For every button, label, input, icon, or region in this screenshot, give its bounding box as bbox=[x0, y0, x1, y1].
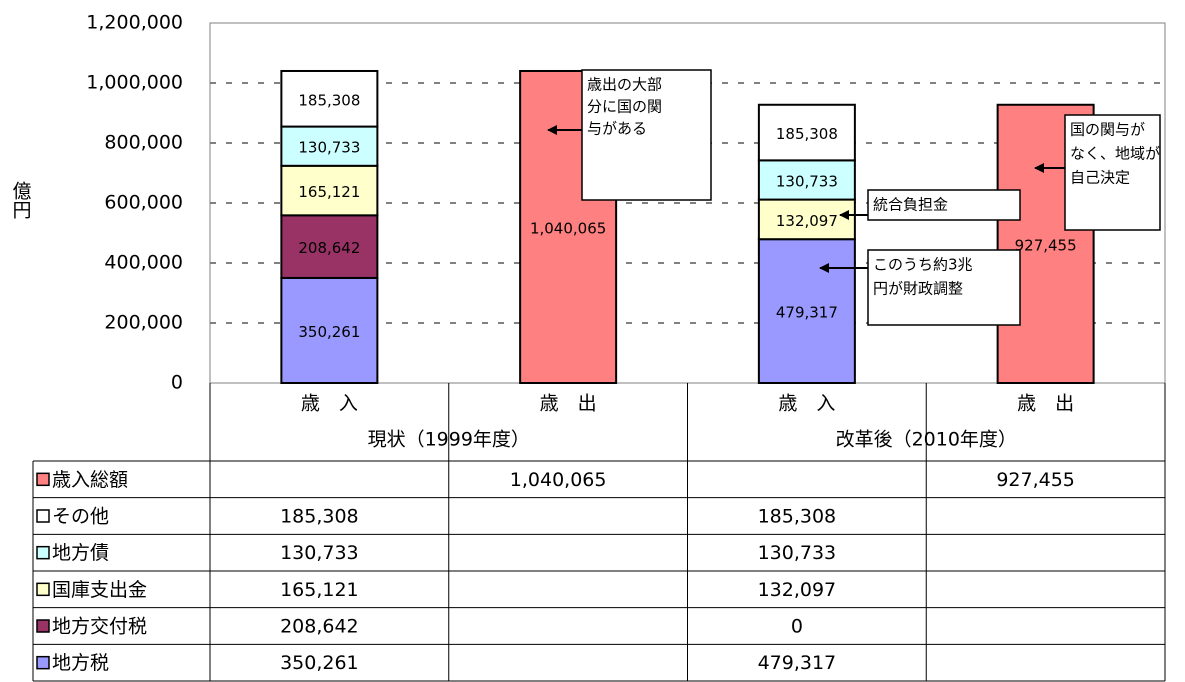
x-tick-label: 歳 出 bbox=[540, 393, 597, 415]
annotation-box bbox=[581, 69, 712, 201]
y-axis-label: 億円 bbox=[10, 181, 32, 219]
annotation-text: 自己決定 bbox=[1070, 169, 1130, 187]
legend-swatch bbox=[36, 545, 50, 560]
bar-segment bbox=[757, 103, 856, 162]
data-label: 208,642 bbox=[298, 239, 360, 257]
data-label: 479,317 bbox=[776, 304, 838, 322]
data-label: 927,455 bbox=[1015, 236, 1077, 254]
legend-swatch bbox=[36, 655, 50, 670]
y-tick-label: 600,000 bbox=[104, 192, 183, 214]
data-label: 350,261 bbox=[298, 323, 360, 341]
annotation-text: なく、地域が bbox=[1070, 145, 1160, 163]
x-tick-label: 歳 出 bbox=[1017, 393, 1074, 415]
table-cell: 130,733 bbox=[758, 542, 837, 564]
table-cell: 185,308 bbox=[758, 506, 837, 528]
annotation-text: 分に国の関 bbox=[587, 98, 662, 116]
annotation-box bbox=[867, 189, 1021, 221]
table-cell: 165,121 bbox=[280, 579, 359, 601]
annotation-box bbox=[867, 249, 1021, 326]
table-cell: 132,097 bbox=[758, 579, 837, 601]
bar-segment bbox=[280, 69, 379, 128]
annotation-text: 歳出の大部 bbox=[587, 76, 662, 94]
data-label: 130,733 bbox=[298, 139, 360, 157]
annotation-text: 円が財政調整 bbox=[873, 280, 963, 298]
legend-swatch bbox=[36, 509, 50, 523]
annotation-text: 統合負担金 bbox=[873, 196, 948, 214]
y-tick-label: 200,000 bbox=[104, 312, 183, 334]
bar-segment bbox=[757, 238, 856, 384]
legend-label: 地方税 bbox=[52, 652, 109, 674]
table-cell: 479,317 bbox=[758, 652, 837, 674]
legend-label: 国庫支出金 bbox=[52, 579, 147, 601]
legend-label: 地方交付税 bbox=[52, 616, 147, 638]
data-label: 165,121 bbox=[298, 183, 360, 201]
y-tick-label: 400,000 bbox=[104, 252, 183, 274]
legend-swatch bbox=[36, 472, 50, 487]
annotation-text: 与がある bbox=[587, 120, 647, 138]
bar-segment bbox=[757, 159, 856, 201]
data-label: 130,733 bbox=[776, 172, 838, 190]
table-cell: 927,455 bbox=[996, 469, 1075, 491]
legend-label: 歳入総額 bbox=[52, 469, 128, 491]
data-label: 185,308 bbox=[298, 91, 360, 109]
data-label: 1,040,065 bbox=[530, 219, 606, 237]
y-tick-label: 800,000 bbox=[104, 132, 183, 154]
x-tick-label: 歳 入 bbox=[301, 393, 358, 415]
data-label: 185,308 bbox=[776, 125, 838, 143]
legend-swatch bbox=[36, 582, 50, 597]
table-cell: 0 bbox=[791, 616, 803, 638]
table-cell: 185,308 bbox=[280, 506, 359, 528]
bar-segment bbox=[280, 125, 379, 167]
bar-segment bbox=[757, 198, 856, 241]
annotation-text: 国の関与が bbox=[1070, 121, 1145, 139]
category-group-label: 改革後（2010年度） bbox=[836, 429, 1017, 451]
data-label: 132,097 bbox=[776, 212, 838, 230]
x-tick-label: 歳 入 bbox=[778, 393, 835, 415]
legend-swatch bbox=[36, 619, 50, 633]
annotation-box bbox=[1064, 114, 1161, 231]
table-cell: 1,040,065 bbox=[510, 469, 607, 491]
y-tick-label: 1,000,000 bbox=[86, 72, 183, 94]
legend-label: 地方債 bbox=[52, 542, 109, 564]
table-cell: 350,261 bbox=[280, 652, 359, 674]
table-cell: 130,733 bbox=[280, 542, 359, 564]
y-tick-label: 1,200,000 bbox=[86, 12, 183, 34]
legend-label: その他 bbox=[52, 506, 109, 528]
category-group-label: 現状（1999年度） bbox=[368, 429, 530, 451]
y-tick-label: 0 bbox=[171, 372, 183, 394]
table-cell: 208,642 bbox=[280, 616, 359, 638]
annotation-text: このうち約3兆 bbox=[873, 256, 973, 274]
